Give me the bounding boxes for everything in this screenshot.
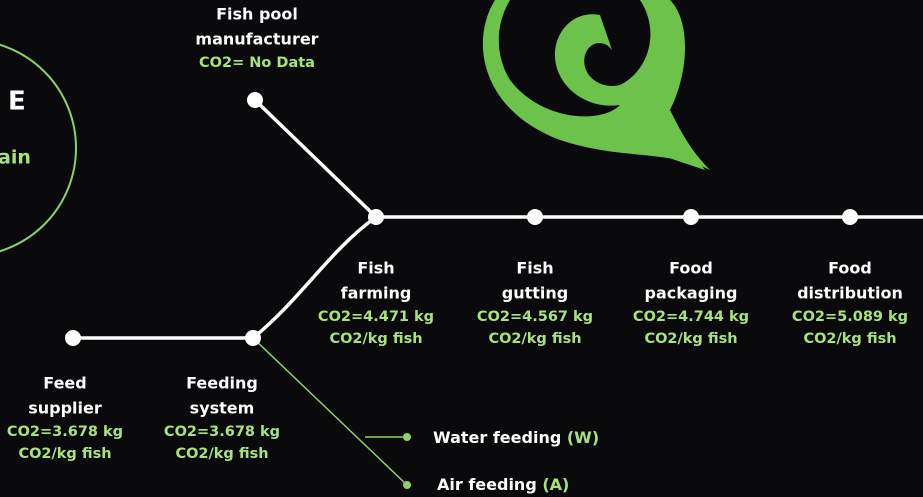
background — [0, 0, 923, 497]
logo-letter: E — [8, 87, 26, 117]
branch-dot — [403, 481, 411, 489]
branch-dot — [403, 433, 411, 441]
node-co2: CO2/kg fish — [488, 331, 581, 347]
logo-text: ain — [0, 147, 31, 169]
node-label: Feeding — [186, 374, 258, 393]
feeding-type: Water feeding (W) — [433, 428, 599, 447]
node-label: supplier — [28, 399, 102, 418]
node-co2: CO2/kg fish — [329, 331, 422, 347]
node-label: packaging — [645, 284, 738, 303]
node-co2: CO2=4.471 kg — [318, 309, 434, 325]
node-label: Feed — [43, 374, 86, 393]
node-co2: CO2/kg fish — [644, 331, 737, 347]
node-label: farming — [341, 284, 412, 303]
node-co2: CO2=3.678 kg — [7, 424, 123, 440]
node-label: system — [190, 399, 255, 418]
feeding-type: Air feeding (A) — [437, 475, 569, 494]
node-label: Fish — [516, 259, 553, 278]
node-label: Food — [669, 259, 713, 278]
node-label: distribution — [797, 284, 903, 303]
node-co2: CO2/kg fish — [175, 446, 268, 462]
node-co2: CO2= No Data — [199, 55, 315, 71]
node-label: Food — [828, 259, 872, 278]
node-label: Fish pool — [216, 5, 298, 24]
node-co2: CO2/kg fish — [18, 446, 111, 462]
node-label: gutting — [502, 284, 568, 303]
node-label: Fish — [357, 259, 394, 278]
node-label: manufacturer — [195, 30, 318, 49]
node-co2: CO2=4.567 kg — [477, 309, 593, 325]
node-co2: CO2/kg fish — [803, 331, 896, 347]
node-co2: CO2=5.089 kg — [792, 309, 908, 325]
diagram: E ain Fish pool manufacturer CO2= No Data F… — [0, 0, 923, 497]
node-co2: CO2=3.678 kg — [164, 424, 280, 440]
node-co2: CO2=4.744 kg — [633, 309, 749, 325]
